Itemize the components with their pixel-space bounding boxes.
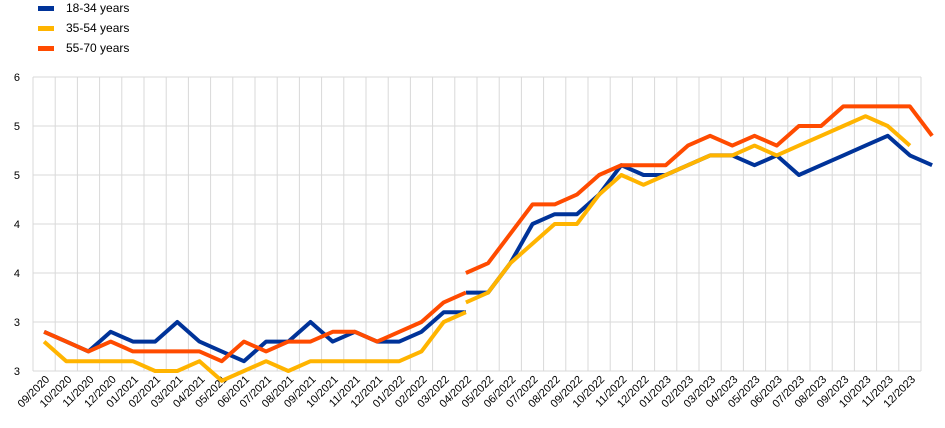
y-tick-label: 5 [14, 121, 20, 133]
series-line-55-70-years [43, 290, 467, 364]
series-line-35-54-years [42, 310, 467, 383]
series-line-18-34-years [43, 310, 466, 364]
series-lines [42, 104, 934, 383]
axes: 334455609/202010/202011/202012/202001/20… [14, 72, 918, 410]
y-tick-label: 4 [14, 268, 20, 280]
series-line-55-70-years [465, 104, 934, 275]
y-tick-label: 5 [14, 170, 20, 182]
legend-label: 18-34 years [66, 1, 129, 15]
y-tick-label: 6 [14, 72, 20, 84]
legend-swatch [38, 26, 54, 31]
y-tick-label: 3 [14, 317, 20, 329]
series-line-35-54-years [465, 114, 912, 305]
legend-swatch [38, 46, 54, 51]
legend-label: 35-54 years [66, 21, 129, 35]
legend-swatch [38, 6, 54, 11]
grid [32, 76, 922, 372]
legend-label: 55-70 years [66, 41, 129, 55]
y-tick-label: 3 [14, 366, 20, 378]
y-tick-label: 4 [14, 219, 20, 231]
legend: 18-34 years 35-54 years 55-70 years [38, 1, 129, 55]
